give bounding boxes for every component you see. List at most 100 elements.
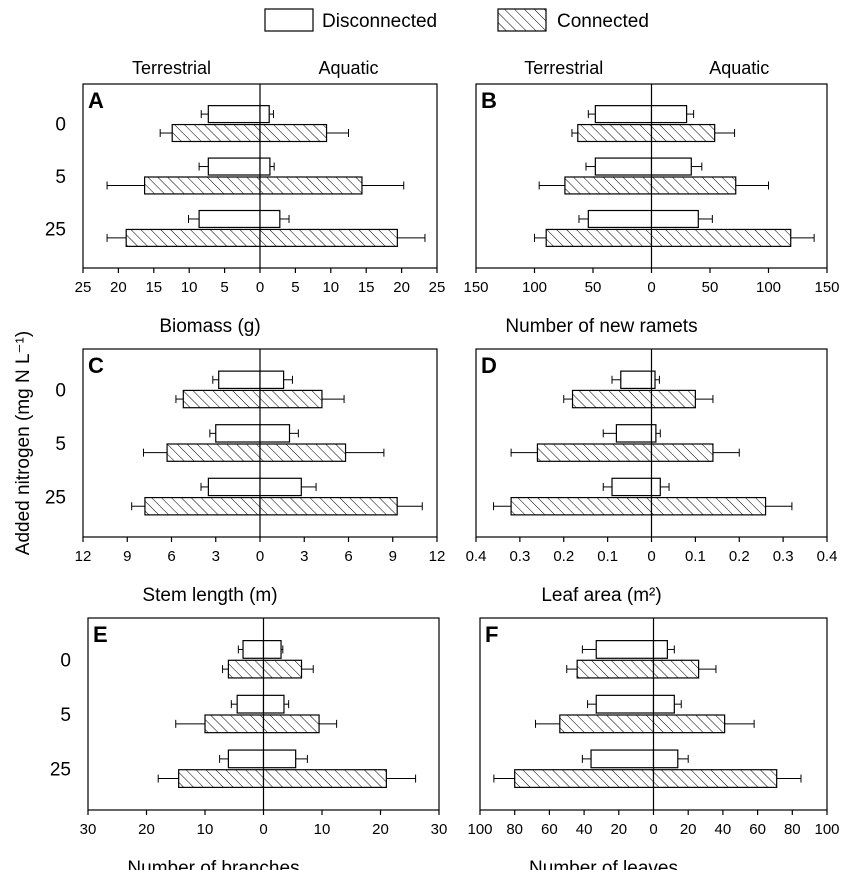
- panel-c: C 0 5 25 12 9 6 3 0 3 6 9 12 Stem length (m): [45, 348, 446, 606]
- bar-aquatic-connected: [650, 123, 716, 143]
- bar-terrestrial-disconnected: [207, 477, 261, 497]
- bar-aquatic-disconnected: [259, 424, 291, 443]
- x-tick-label: 20: [372, 821, 389, 838]
- x-tick-label: 20: [610, 821, 627, 838]
- category-label: 0: [55, 115, 66, 136]
- x-tick-label: 25: [429, 279, 446, 296]
- bar-aquatic-disconnected: [652, 640, 668, 659]
- bar-terrestrial-connected: [559, 714, 655, 734]
- bar-terrestrial-disconnected: [236, 694, 265, 714]
- x-axis-label: Biomass (g): [159, 316, 260, 337]
- x-axis-label: Number of new ramets: [505, 316, 697, 337]
- panel-letter: F: [485, 622, 498, 647]
- bar-terrestrial-disconnected: [595, 694, 655, 714]
- bar-aquatic-disconnected: [259, 105, 270, 124]
- bar-terrestrial-connected: [510, 496, 653, 516]
- legend-label-connected: Connected: [557, 11, 649, 32]
- bar-terrestrial-connected: [143, 176, 261, 195]
- bar-aquatic-connected: [652, 659, 700, 679]
- panel-letter: D: [481, 353, 497, 378]
- bar-terrestrial-disconnected: [218, 370, 261, 390]
- x-tick-label: 100: [814, 821, 839, 838]
- x-tick-label: 9: [389, 548, 397, 565]
- bar-terrestrial-connected: [178, 769, 265, 788]
- x-tick-label: 100: [756, 279, 781, 296]
- x-tick-label: 0.4: [466, 548, 487, 565]
- side-label-terrestrial: Terrestrial: [524, 58, 603, 78]
- category-label: 0: [55, 380, 66, 401]
- x-tick-label: 80: [506, 821, 523, 838]
- x-tick-label: 0: [256, 548, 264, 565]
- x-axis-label: Number of branches: [127, 858, 299, 870]
- panel-e: E 0 5 25 30 20 10 0 10 20 30 Number of branches: [50, 617, 447, 870]
- panel-letter: E: [93, 622, 108, 647]
- legend-swatch-disconnected: [264, 8, 314, 32]
- bar-aquatic-disconnected: [259, 370, 285, 390]
- bar-aquatic-connected: [650, 228, 792, 247]
- x-tick-label: 150: [814, 279, 839, 296]
- x-tick-label: 40: [715, 821, 732, 838]
- x-tick-label: 0: [256, 279, 264, 296]
- bar-terrestrial-connected: [577, 123, 653, 143]
- x-tick-label: 15: [358, 279, 375, 296]
- x-axis-label: Stem length (m): [142, 585, 277, 606]
- bar-terrestrial-connected: [166, 443, 261, 462]
- x-tick-label: 150: [463, 279, 488, 296]
- x-tick-label: 0.2: [553, 548, 574, 565]
- panel-d: D 0.4 0.3 0.2 0.1 0 0.1 0.2 0.3 0.4 Leaf area (m²): [466, 348, 837, 606]
- bar-aquatic-disconnected: [650, 157, 692, 176]
- bar-aquatic-connected: [259, 123, 328, 143]
- x-tick-label: 50: [702, 279, 719, 296]
- bar-aquatic-disconnected: [650, 477, 661, 497]
- bar-terrestrial-connected: [125, 228, 261, 247]
- x-tick-label: 30: [80, 821, 97, 838]
- legend-swatch-connected: [497, 8, 547, 32]
- legend-label-disconnected: Disconnected: [322, 11, 437, 32]
- panel-letter: A: [88, 88, 104, 113]
- x-tick-label: 6: [344, 548, 352, 565]
- bar-terrestrial-disconnected: [215, 424, 261, 443]
- bar-aquatic-connected: [259, 176, 363, 195]
- x-axis-label: Number of leaves: [529, 858, 678, 870]
- bar-aquatic-disconnected: [262, 694, 285, 714]
- x-tick-label: 6: [167, 548, 175, 565]
- side-label-terrestrial: Terrestrial: [132, 58, 211, 78]
- x-tick-label: 5: [291, 279, 299, 296]
- x-tick-label: 100: [467, 821, 492, 838]
- x-tick-label: 0.1: [685, 548, 706, 565]
- x-tick-label: 60: [541, 821, 558, 838]
- x-tick-label: 15: [145, 279, 162, 296]
- x-tick-label: 0: [647, 279, 655, 296]
- category-label: 0: [60, 650, 71, 671]
- bar-terrestrial-disconnected: [620, 370, 653, 390]
- bar-terrestrial-disconnected: [207, 157, 261, 176]
- x-tick-label: 12: [429, 548, 446, 565]
- x-tick-label: 3: [212, 548, 220, 565]
- legend: Disconnected Connected: [264, 8, 649, 32]
- x-tick-label: 0: [647, 548, 655, 565]
- x-tick-label: 10: [181, 279, 198, 296]
- x-tick-label: 40: [576, 821, 593, 838]
- x-tick-label: 0.1: [597, 548, 618, 565]
- bar-aquatic-connected: [259, 496, 398, 516]
- x-tick-label: 9: [123, 548, 131, 565]
- bar-aquatic-disconnected: [259, 157, 271, 176]
- bar-terrestrial-connected: [571, 389, 653, 409]
- x-tick-label: 0.3: [509, 548, 530, 565]
- panel-f: F 100 80 60 40 20 0 20 40 60 80 100 Number of leaves: [467, 617, 840, 870]
- bar-terrestrial-disconnected: [242, 640, 265, 659]
- x-tick-label: 20: [680, 821, 697, 838]
- category-label: 5: [60, 705, 71, 726]
- bar-terrestrial-disconnected: [227, 749, 265, 769]
- x-tick-label: 20: [393, 279, 410, 296]
- category-label: 25: [45, 219, 66, 240]
- x-tick-label: 10: [197, 821, 214, 838]
- bar-aquatic-connected: [259, 443, 347, 462]
- bar-aquatic-connected: [259, 228, 398, 247]
- bar-terrestrial-connected: [182, 389, 261, 409]
- bar-terrestrial-disconnected: [590, 749, 655, 769]
- bar-terrestrial-connected: [564, 176, 653, 195]
- x-tick-label: 60: [749, 821, 766, 838]
- bar-terrestrial-connected: [171, 123, 261, 143]
- bar-aquatic-connected: [259, 389, 323, 409]
